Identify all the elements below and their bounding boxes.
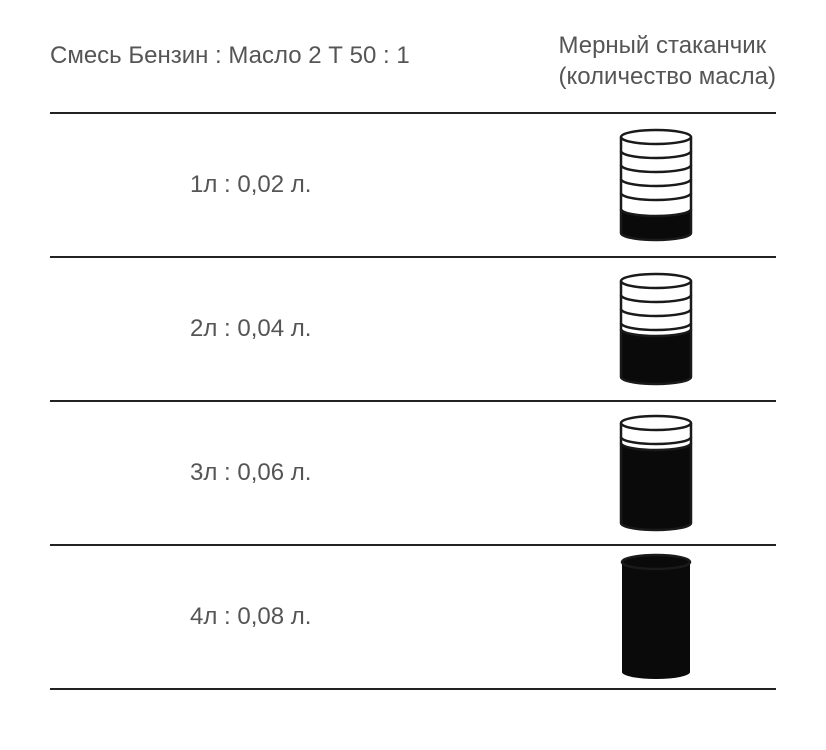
mix-row: 3л : 0,06 л. [50,402,776,546]
cup-icon [617,270,695,388]
header-title-left: Смесь Бензин : Масло 2 Т 50 : 1 [50,30,410,70]
cup-container [576,412,736,534]
mix-label: 2л : 0,04 л. [190,315,311,343]
cup-container [576,126,736,244]
mix-label: 4л : 0,08 л. [190,603,311,631]
cup-icon [617,126,695,244]
cup-icon [618,551,694,683]
mix-label: 1л : 0,02 л. [190,171,311,199]
mix-row: 2л : 0,04 л. [50,258,776,402]
header: Смесь Бензин : Масло 2 Т 50 : 1 Мерный с… [50,30,776,114]
header-title-right: Мерный стаканчик (количество масла) [558,30,776,92]
cup-icon [617,412,695,534]
header-right-line2: (количество масла) [558,61,776,92]
header-right-line1: Мерный стаканчик [558,30,776,61]
cup-container [576,270,736,388]
cup-container [576,551,736,683]
mix-row: 1л : 0,02 л. [50,114,776,258]
rows-container: 1л : 0,02 л. 2л : 0,04 л. 3л : 0,06 л. 4л :… [50,114,776,690]
mix-label: 3л : 0,06 л. [190,459,311,487]
mix-row: 4л : 0,08 л. [50,546,776,690]
